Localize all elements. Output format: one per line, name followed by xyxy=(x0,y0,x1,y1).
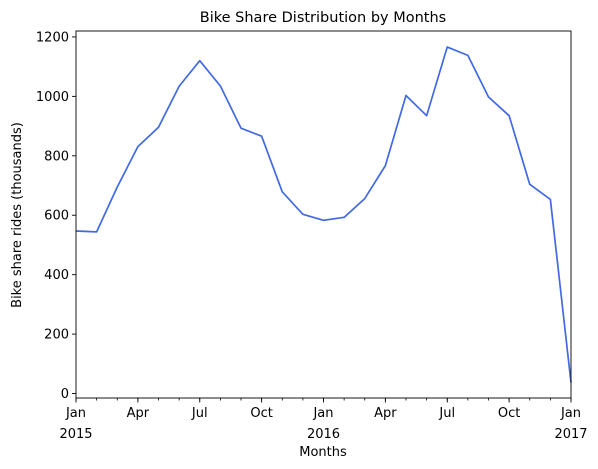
x-tick-label: Jan xyxy=(65,406,86,421)
x-tick-label: Apr xyxy=(127,406,150,421)
x-tick-year-label: 2015 xyxy=(59,427,92,442)
x-tick-year-label: 2017 xyxy=(554,427,587,442)
chart-title: Bike Share Distribution by Months xyxy=(200,10,446,26)
x-tick-label: Jan xyxy=(312,406,333,421)
y-tick-label: 1200 xyxy=(36,30,69,45)
y-tick-label: 400 xyxy=(44,268,69,283)
y-axis-title: Bike share rides (thousands) xyxy=(10,122,25,308)
x-tick-label: Jul xyxy=(438,406,455,421)
x-tick-label: Apr xyxy=(374,406,397,421)
x-tick-label: Jan xyxy=(560,406,581,421)
plot-area: 0 200 400 600 800 1000 1200 Jan 2015 Apr Jul Oct Jan… xyxy=(36,30,588,442)
x-axis-title: Months xyxy=(299,445,347,460)
x-tick-year-label: 2016 xyxy=(307,427,340,442)
y-tick-label: 600 xyxy=(44,209,69,224)
plot-frame xyxy=(75,30,572,399)
y-tick-label: 800 xyxy=(44,149,69,164)
x-tick-label: Oct xyxy=(250,406,272,421)
y-tick-label: 0 xyxy=(61,387,69,402)
x-tick-label: Oct xyxy=(498,406,520,421)
x-tick-label: Jul xyxy=(191,406,208,421)
y-tick-label: 200 xyxy=(44,328,69,343)
series-line xyxy=(75,46,572,383)
y-tick-label: 1000 xyxy=(36,90,69,105)
